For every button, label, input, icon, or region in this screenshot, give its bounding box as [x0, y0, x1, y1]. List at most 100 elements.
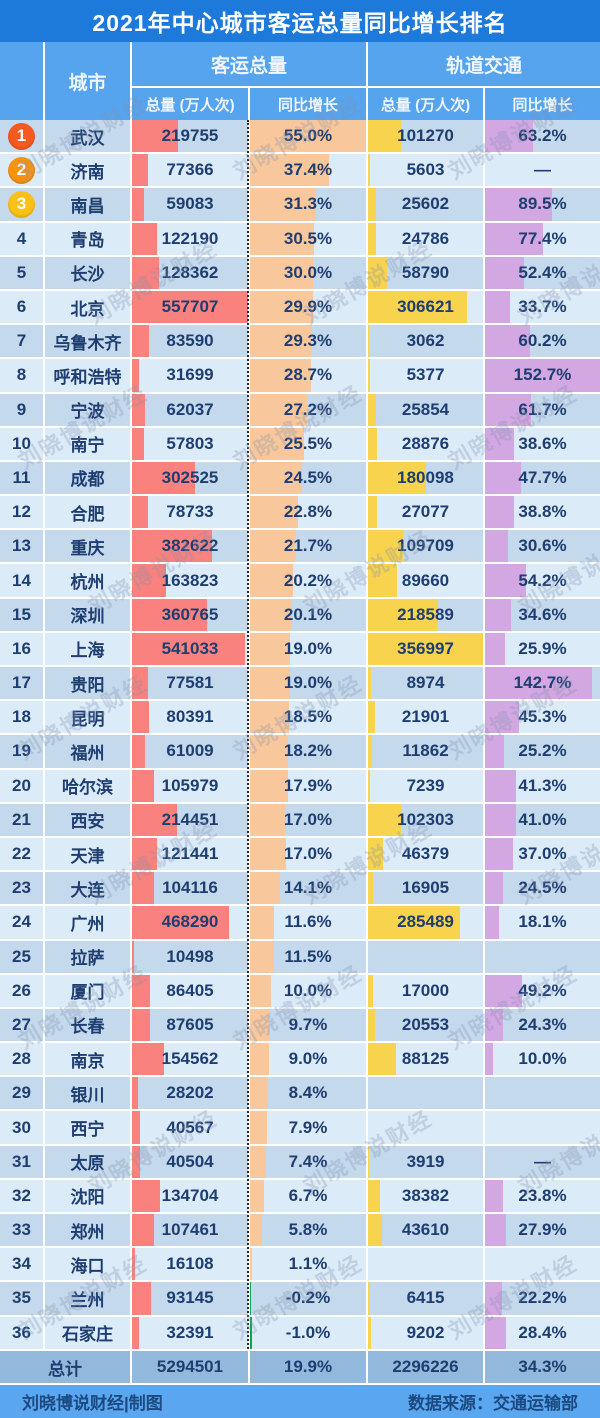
city-name: 银川 [70, 1085, 105, 1105]
passenger-growth-cell: 19.0% [250, 632, 366, 665]
rail-total-bar [368, 632, 483, 665]
rail-growth-cell: 41.0% [485, 803, 600, 836]
rail-growth-cell: 54.2% [485, 564, 600, 597]
rank-cell: 12 [0, 496, 43, 529]
city-name: 上海 [70, 641, 105, 661]
city-cell: 郑州 [45, 1214, 130, 1247]
rank-value: 16 [12, 638, 31, 658]
footer-bar: 刘晓博说财经|制图 数据来源：交通运输部 [0, 1383, 600, 1418]
header-rail-total: 总量 (万人次) [368, 88, 483, 120]
rank-value: 19 [12, 741, 31, 761]
city-name: 昆明 [70, 709, 105, 729]
rail-growth-cell-value: 25.9% [518, 638, 567, 658]
rail-growth-cell-value: 25.2% [518, 741, 567, 761]
passenger-total-cell: 154562 [132, 1043, 248, 1076]
rail-total-cell-value: 218589 [397, 604, 454, 624]
table-row: 28 南京 154562 9.0% 88125 10.0% [0, 1043, 600, 1076]
city-cell: 合肥 [45, 496, 130, 529]
rail-total-bar [368, 701, 376, 734]
rail-growth-bar [485, 1316, 507, 1349]
passenger-growth-cell: -0.2% [250, 1282, 366, 1315]
passenger-total-bar [132, 1282, 152, 1315]
rail-growth-cell-value: 23.8% [518, 1185, 567, 1205]
rail-growth-cell-value: 49.2% [518, 980, 567, 1000]
passenger-total-cell-value: 302525 [161, 467, 219, 487]
passenger-total-cell-value: 32391 [166, 1322, 214, 1342]
passenger-growth-cell-value: 7.4% [288, 1151, 328, 1171]
rank-cell: 18 [0, 701, 43, 734]
total-label-cell: 总计 [0, 1351, 130, 1383]
city-name: 宁波 [70, 402, 105, 422]
rank-badge: 3 [8, 190, 35, 218]
passenger-growth-cell-value: 37.4% [283, 160, 333, 180]
table-row: 30 西宁 40567 7.9% [0, 1111, 600, 1144]
rail-growth-bar [485, 1214, 506, 1247]
passenger-growth-cell: 18.5% [250, 701, 366, 734]
city-name: 长沙 [70, 265, 105, 285]
header-passenger-growth: 同比增长 [250, 88, 366, 120]
city-cell: 长沙 [45, 256, 130, 289]
passenger-growth-bar [250, 872, 280, 905]
passenger-total-bar [132, 1077, 138, 1110]
passenger-total-bar [132, 803, 177, 836]
city-name: 南京 [70, 1051, 105, 1071]
rail-growth-cell: 45.3% [485, 701, 600, 734]
rank-value: 24 [12, 912, 31, 932]
city-name: 哈尔滨 [62, 778, 113, 798]
passenger-total-bar [132, 154, 149, 187]
passenger-growth-cell: 6.7% [250, 1179, 366, 1212]
rail-total-bar [368, 837, 383, 871]
passenger-total-cell: 77581 [132, 667, 248, 700]
passenger-total-cell: 59083 [132, 188, 248, 221]
passenger-total-cell: 32391 [132, 1316, 248, 1349]
passenger-total-bar [132, 461, 195, 495]
passenger-total-bar [132, 1316, 139, 1349]
rail-growth-bar [485, 393, 532, 426]
rail-growth-cell: 63.2% [485, 120, 600, 153]
rail-total-bar [368, 359, 370, 392]
passenger-total-cell-value: 77366 [166, 160, 214, 180]
city-name: 厦门 [70, 983, 105, 1003]
passenger-total-cell: 78733 [132, 496, 248, 529]
city-name: 长春 [70, 1017, 105, 1037]
passenger-growth-cell-value: 10.0% [283, 980, 333, 1000]
rail-growth-cell: 24.5% [485, 872, 600, 905]
rail-total-cell-value: 102303 [397, 809, 454, 829]
passenger-total-cell-value: 31699 [166, 365, 214, 385]
rail-growth-cell: 38.6% [485, 427, 600, 460]
rail-total-cell: 20553 [368, 1008, 483, 1042]
table-row: 2 济南 77366 37.4% 5603 — [0, 154, 600, 187]
rail-total-cell-value: 58790 [401, 262, 450, 282]
rail-growth-cell: 18.1% [485, 906, 600, 939]
passenger-growth-bar [250, 1008, 271, 1042]
rail-growth-cell-value: 77.4% [518, 228, 567, 248]
rail-total-cell: 46379 [368, 837, 483, 871]
table-row: 23 大连 104116 14.1% 16905 24.5% [0, 872, 600, 905]
rail-total-cell: 17000 [368, 974, 483, 1007]
rank-value: 22 [12, 844, 31, 864]
passenger-growth-cell-value: 19.0% [283, 638, 333, 658]
passenger-growth-bar [250, 1145, 266, 1178]
passenger-growth-cell: 55.0% [250, 120, 366, 153]
passenger-growth-cell: 20.1% [250, 598, 366, 631]
passenger-growth-bar [250, 940, 275, 973]
passenger-growth-cell: 20.2% [250, 564, 366, 597]
city-cell: 西安 [45, 803, 130, 836]
passenger-growth-cell-value: 6.7% [288, 1185, 328, 1205]
passenger-total-cell-value: 105979 [161, 775, 219, 795]
table-rows: 1 武汉 219755 55.0% 101270 63.2% 2 济南 77366 37.4% 56… [0, 120, 600, 1349]
passenger-growth-cell-value: 55.0% [283, 126, 333, 146]
rank-cell: 15 [0, 598, 43, 631]
rail-growth-bar [485, 906, 499, 939]
passenger-total-cell-value: 83590 [166, 331, 214, 351]
rail-growth-bar [485, 1179, 503, 1212]
rail-total-cell-value: 17000 [401, 980, 450, 1000]
rail-total-cell-value: 20553 [401, 1014, 450, 1034]
passenger-growth-cell-value: 8.4% [288, 1083, 328, 1103]
passenger-growth-cell: 1.1% [250, 1248, 366, 1281]
rank-value: 33 [12, 1220, 31, 1240]
rail-total-bar [368, 564, 397, 597]
city-cell: 成都 [45, 461, 130, 495]
passenger-growth-bar [250, 359, 311, 392]
table-row: 29 银川 28202 8.4% [0, 1077, 600, 1110]
